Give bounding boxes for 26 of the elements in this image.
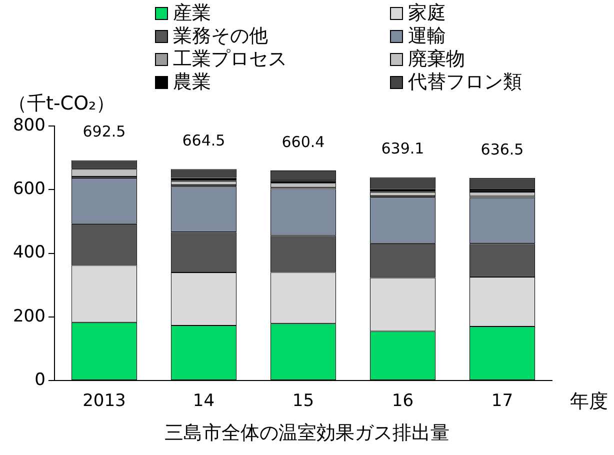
x-tick-label: 16 (392, 391, 414, 412)
total-label: 664.5 (182, 132, 226, 150)
x-tick-label: 17 (491, 391, 514, 412)
y-tick-label: 0 (34, 370, 46, 390)
total-label: 636.5 (480, 140, 524, 158)
legend-label: 代替フロン類 (408, 71, 522, 94)
y-tick-label: 600 (12, 179, 46, 200)
x-tick-label: 14 (192, 391, 215, 412)
y-tick-label: 400 (12, 242, 46, 263)
total-label: 692.5 (82, 122, 126, 141)
y-axis-title: （千t-CO₂） (8, 92, 116, 114)
legend-label: 業務その他 (173, 25, 268, 48)
legend-label: 家庭 (408, 2, 446, 25)
x-axis-title: 年度 (570, 390, 608, 413)
x-tick-label: 15 (292, 391, 314, 412)
legend-label: 農業 (173, 71, 211, 94)
legend-label: 廃棄物 (408, 48, 465, 71)
legend-label: 運輸 (408, 25, 446, 48)
legend-label: 産業 (173, 2, 211, 25)
legend-label: 工業プロセス (173, 48, 287, 71)
y-tick-label: 800 (12, 115, 46, 136)
total-label: 660.4 (282, 132, 325, 151)
x-tick-label: 2013 (82, 391, 126, 412)
text: 三島市全体の温室効果ガス排出量 (164, 421, 450, 446)
y-tick-label: 200 (12, 306, 46, 326)
total-label: 639.1 (381, 140, 424, 158)
